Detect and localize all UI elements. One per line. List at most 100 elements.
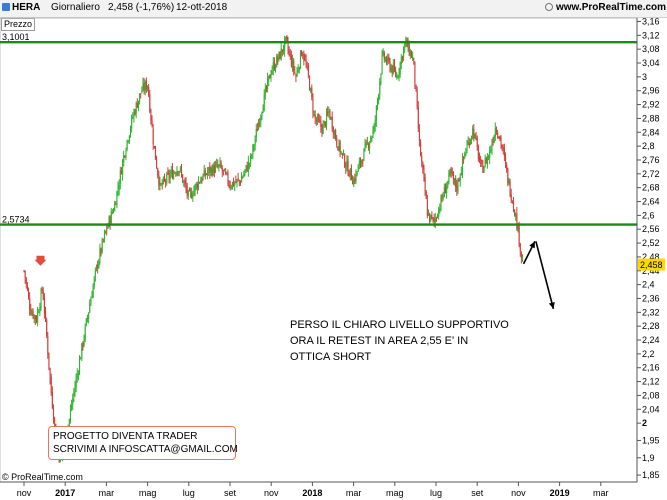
- candle-down: [348, 173, 350, 177]
- candle-down: [393, 64, 396, 71]
- candle-up: [472, 128, 474, 139]
- candle-up: [365, 142, 367, 147]
- candle-down: [500, 138, 502, 146]
- candle-up: [384, 58, 387, 61]
- last-price-label: 2,458: [640, 260, 663, 270]
- y-tick-label: 2,4: [642, 280, 655, 290]
- candle-down: [415, 84, 417, 92]
- candle-down: [501, 145, 503, 148]
- trend-arrow-head: [548, 302, 555, 309]
- candle-down: [388, 57, 390, 61]
- candle-down: [306, 65, 308, 67]
- candle-up: [379, 81, 381, 95]
- candle-down: [481, 160, 483, 164]
- candle-up: [128, 135, 130, 142]
- candle-up: [461, 157, 464, 173]
- candle-up: [142, 83, 144, 91]
- candle-up: [40, 290, 42, 308]
- analysis-note: PERSO IL CHIARO LIVELLO SUPPORTIVO ORA I…: [290, 317, 509, 365]
- y-tick-label: 2,36: [642, 293, 660, 303]
- settings-icon[interactable]: [545, 3, 553, 11]
- candle-down: [82, 342, 84, 347]
- candle-up: [381, 54, 383, 74]
- candle-down: [259, 122, 261, 124]
- candle-up: [278, 52, 280, 59]
- candle-down: [475, 135, 477, 139]
- candle-up: [260, 115, 262, 122]
- candle-up: [322, 124, 324, 135]
- candle-up: [84, 325, 86, 340]
- candle-up: [74, 386, 76, 394]
- candle-up: [69, 410, 72, 420]
- candle-down: [352, 181, 354, 185]
- candle-up: [178, 171, 180, 173]
- candle-down: [293, 60, 295, 71]
- candle-up: [364, 144, 366, 150]
- candle-down: [410, 51, 413, 58]
- candle-up: [131, 116, 133, 128]
- candle-up: [437, 217, 439, 219]
- candle-up: [469, 139, 472, 145]
- candle-down: [289, 53, 291, 56]
- candle-down: [175, 173, 177, 175]
- candle-down: [149, 93, 151, 112]
- candle-up: [72, 398, 74, 405]
- candle-down: [225, 170, 227, 174]
- quote-label: 2,458 (-1,76%): [108, 2, 175, 13]
- trend-arrow-2[interactable]: [535, 241, 555, 310]
- x-tick-label: 2019: [550, 488, 570, 498]
- candle-down: [303, 54, 305, 61]
- candle-down: [209, 166, 211, 173]
- candle-down: [265, 86, 268, 89]
- candle-up: [378, 94, 380, 101]
- candle-up: [442, 196, 444, 198]
- candle-down: [319, 119, 321, 122]
- candle-down: [188, 189, 191, 192]
- candle-up: [375, 106, 377, 121]
- level-label: 2,5734: [2, 215, 30, 225]
- candle-up: [373, 125, 375, 132]
- y-tick-label: 3,04: [642, 58, 660, 68]
- candle-up: [236, 179, 238, 182]
- candle-up: [241, 178, 243, 183]
- candle-down: [341, 153, 343, 154]
- site-label[interactable]: www.ProRealTime.com: [556, 2, 667, 13]
- candle-up: [400, 57, 402, 65]
- candle-up: [210, 167, 212, 172]
- candle-down: [514, 210, 516, 216]
- candle-up: [190, 191, 192, 193]
- candle-up: [245, 165, 247, 170]
- candle-up: [183, 181, 185, 182]
- y-tick-label: 2,24: [642, 335, 660, 345]
- candle-down: [186, 187, 188, 195]
- candle-up: [292, 60, 294, 68]
- candle-down: [416, 91, 418, 108]
- candle-up: [139, 93, 141, 102]
- candle-up: [346, 160, 348, 168]
- candle-down: [347, 160, 349, 175]
- candle-up: [125, 150, 127, 157]
- candle-up: [187, 190, 189, 197]
- candle-up: [387, 56, 389, 62]
- candle-down: [505, 156, 507, 164]
- candle-down: [150, 110, 152, 121]
- candle-up: [262, 108, 264, 114]
- candle-up: [465, 152, 467, 155]
- candle-down: [507, 168, 509, 184]
- candle-down: [43, 298, 45, 313]
- candle-up: [68, 419, 70, 429]
- candle-up: [280, 48, 282, 60]
- candle-up: [439, 208, 441, 210]
- candle-up: [38, 311, 40, 313]
- candle-down: [366, 142, 368, 144]
- candle-down: [444, 188, 447, 194]
- candle-down: [180, 169, 183, 175]
- plot-frame: [0, 17, 638, 483]
- candle-up: [517, 224, 519, 230]
- candle-up: [490, 149, 492, 151]
- candle-down: [134, 111, 136, 115]
- y-tick-label: 2: [642, 418, 647, 428]
- candle-down: [25, 278, 27, 284]
- y-tick-label: 2,48: [642, 252, 660, 262]
